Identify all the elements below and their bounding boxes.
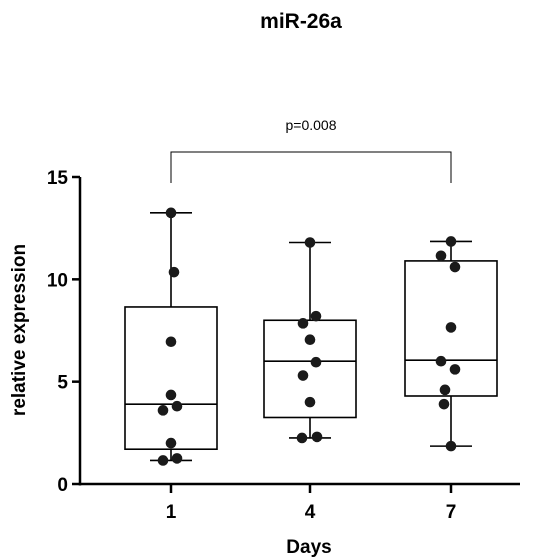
- data-point: [449, 364, 461, 375]
- data-point: [168, 266, 180, 278]
- data-point: [435, 250, 447, 262]
- data-point: [157, 455, 169, 466]
- y-tick-label: 15: [47, 168, 69, 189]
- box-iqr: [124, 306, 218, 451]
- data-point: [297, 370, 309, 381]
- plot-area: 0 5 10 15 1 4 7 p=0.008: [47, 117, 520, 523]
- data-point: [165, 207, 177, 219]
- data-point: [171, 400, 183, 412]
- y-tick-label: 10: [47, 270, 68, 291]
- data-point: [435, 355, 447, 367]
- data-point: [439, 384, 451, 396]
- y-axis-label: relative expression: [9, 244, 30, 416]
- data-point: [304, 396, 316, 408]
- x-tick-label: 4: [305, 502, 316, 523]
- data-point: [157, 405, 169, 416]
- data-point: [438, 398, 450, 410]
- data-point: [310, 310, 322, 322]
- data-point: [165, 336, 177, 348]
- data-point: [445, 440, 457, 452]
- data-point: [311, 431, 323, 443]
- chart-title: miR-26a: [260, 10, 342, 33]
- x-tick-label: 1: [166, 502, 177, 523]
- data-point: [171, 453, 183, 464]
- y-tick-label: 5: [57, 373, 68, 394]
- data-point: [449, 261, 461, 273]
- data-point: [304, 237, 316, 248]
- data-point: [165, 389, 177, 401]
- significance-bracket: [170, 151, 452, 183]
- data-point: [310, 356, 322, 368]
- x-axis-label: Days: [286, 537, 331, 558]
- data-point: [304, 334, 316, 346]
- y-tick-label: 0: [57, 475, 68, 496]
- data-point: [165, 437, 177, 449]
- data-point: [297, 318, 309, 329]
- data-point: [445, 322, 457, 333]
- p-value-label: p=0.008: [286, 117, 337, 133]
- x-tick-label: 7: [446, 502, 457, 523]
- data-point: [445, 236, 457, 247]
- data-point: [296, 432, 308, 444]
